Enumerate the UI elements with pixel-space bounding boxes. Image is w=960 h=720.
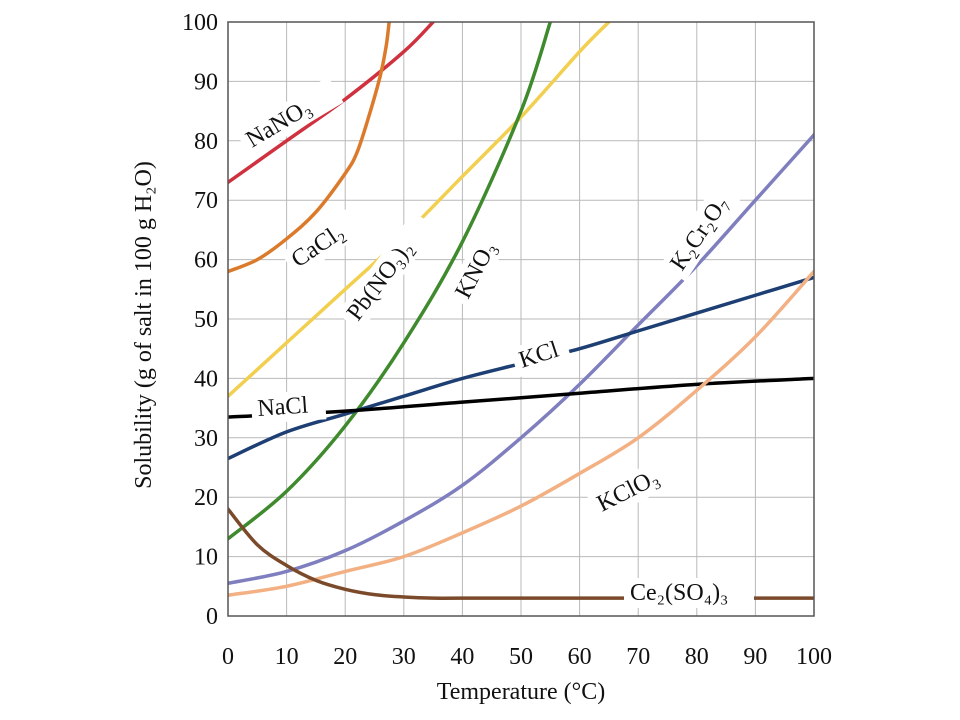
series-label-kclo3: KClO₃ bbox=[586, 456, 676, 522]
x-tick-label: 50 bbox=[509, 644, 533, 670]
axis-ticks: 0 10 20 30 40 50 60 70 80 90 100 0 10 20 30 40 50 60 70 80 9… bbox=[182, 10, 832, 670]
series-label-k2cr2o7: K₂Cr₂O₇ bbox=[660, 166, 752, 282]
label-background bbox=[586, 456, 676, 522]
label-text: KClO₃ bbox=[593, 464, 663, 517]
y-tick-label: 100 bbox=[182, 10, 218, 36]
series-label-nacl: NaCl bbox=[250, 389, 327, 425]
label-background bbox=[624, 578, 754, 608]
label-text: KCl bbox=[516, 337, 562, 374]
x-tick-label: 90 bbox=[743, 644, 767, 670]
y-tick-label: 40 bbox=[194, 366, 218, 392]
series-label-kno3: KNO₃ bbox=[445, 220, 512, 310]
label-background bbox=[235, 76, 344, 158]
plot-area-border bbox=[227, 21, 815, 617]
series-line-0 bbox=[228, 22, 435, 185]
label-text: NaCl bbox=[257, 392, 310, 421]
series-line-7 bbox=[228, 269, 814, 597]
x-tick-label: 100 bbox=[796, 644, 832, 670]
x-axis-title: Temperature (°C) bbox=[437, 679, 606, 705]
label-background bbox=[509, 331, 573, 378]
x-tick-label: 60 bbox=[568, 644, 592, 670]
label-background bbox=[280, 207, 366, 278]
x-tick-label: 0 bbox=[222, 644, 234, 670]
x-tick-label: 10 bbox=[275, 644, 299, 670]
y-tick-label: 30 bbox=[194, 426, 218, 452]
y-tick-label: 90 bbox=[194, 69, 218, 95]
series-line-6 bbox=[228, 376, 814, 419]
label-background bbox=[445, 220, 512, 310]
x-tick-label: 80 bbox=[685, 644, 709, 670]
y-tick-label: 70 bbox=[194, 188, 218, 214]
label-background bbox=[660, 166, 752, 282]
label-text: CaCl₂ bbox=[287, 219, 349, 273]
series-line-3 bbox=[228, 22, 553, 541]
series-lines bbox=[228, 22, 814, 601]
y-tick-label: 50 bbox=[194, 307, 218, 333]
y-tick-label: 20 bbox=[194, 485, 218, 511]
series-labels: NaNO₃ CaCl₂ Pb(NO₃)₂ KNO₃ K₂Cr₂O₇ KCl Na… bbox=[235, 76, 754, 608]
series-label-nano3: NaNO₃ bbox=[235, 76, 344, 158]
x-tick-label: 20 bbox=[333, 644, 357, 670]
y-tick-label: 80 bbox=[194, 129, 218, 155]
y-tick-label: 10 bbox=[194, 545, 218, 571]
y-axis-title: Solubility (g of salt in 100 g H₂O) bbox=[131, 161, 157, 489]
series-line-1 bbox=[228, 22, 391, 274]
x-tick-label: 70 bbox=[626, 644, 650, 670]
x-tick-label: 40 bbox=[450, 644, 474, 670]
y-tick-label: 60 bbox=[194, 248, 218, 274]
x-tick-label: 30 bbox=[392, 644, 416, 670]
series-line-2 bbox=[228, 22, 611, 398]
series-label-cacl2: CaCl₂ bbox=[280, 207, 366, 278]
label-background bbox=[250, 389, 327, 425]
y-tick-label: 0 bbox=[206, 604, 218, 630]
series-line-4 bbox=[228, 133, 814, 586]
label-background bbox=[336, 211, 438, 332]
series-label-kcl: KCl bbox=[509, 331, 573, 378]
series-label-ce2so43: Ce₂(SO₄)₃ bbox=[624, 578, 754, 608]
label-text: Ce₂(SO₄)₃ bbox=[630, 580, 728, 606]
